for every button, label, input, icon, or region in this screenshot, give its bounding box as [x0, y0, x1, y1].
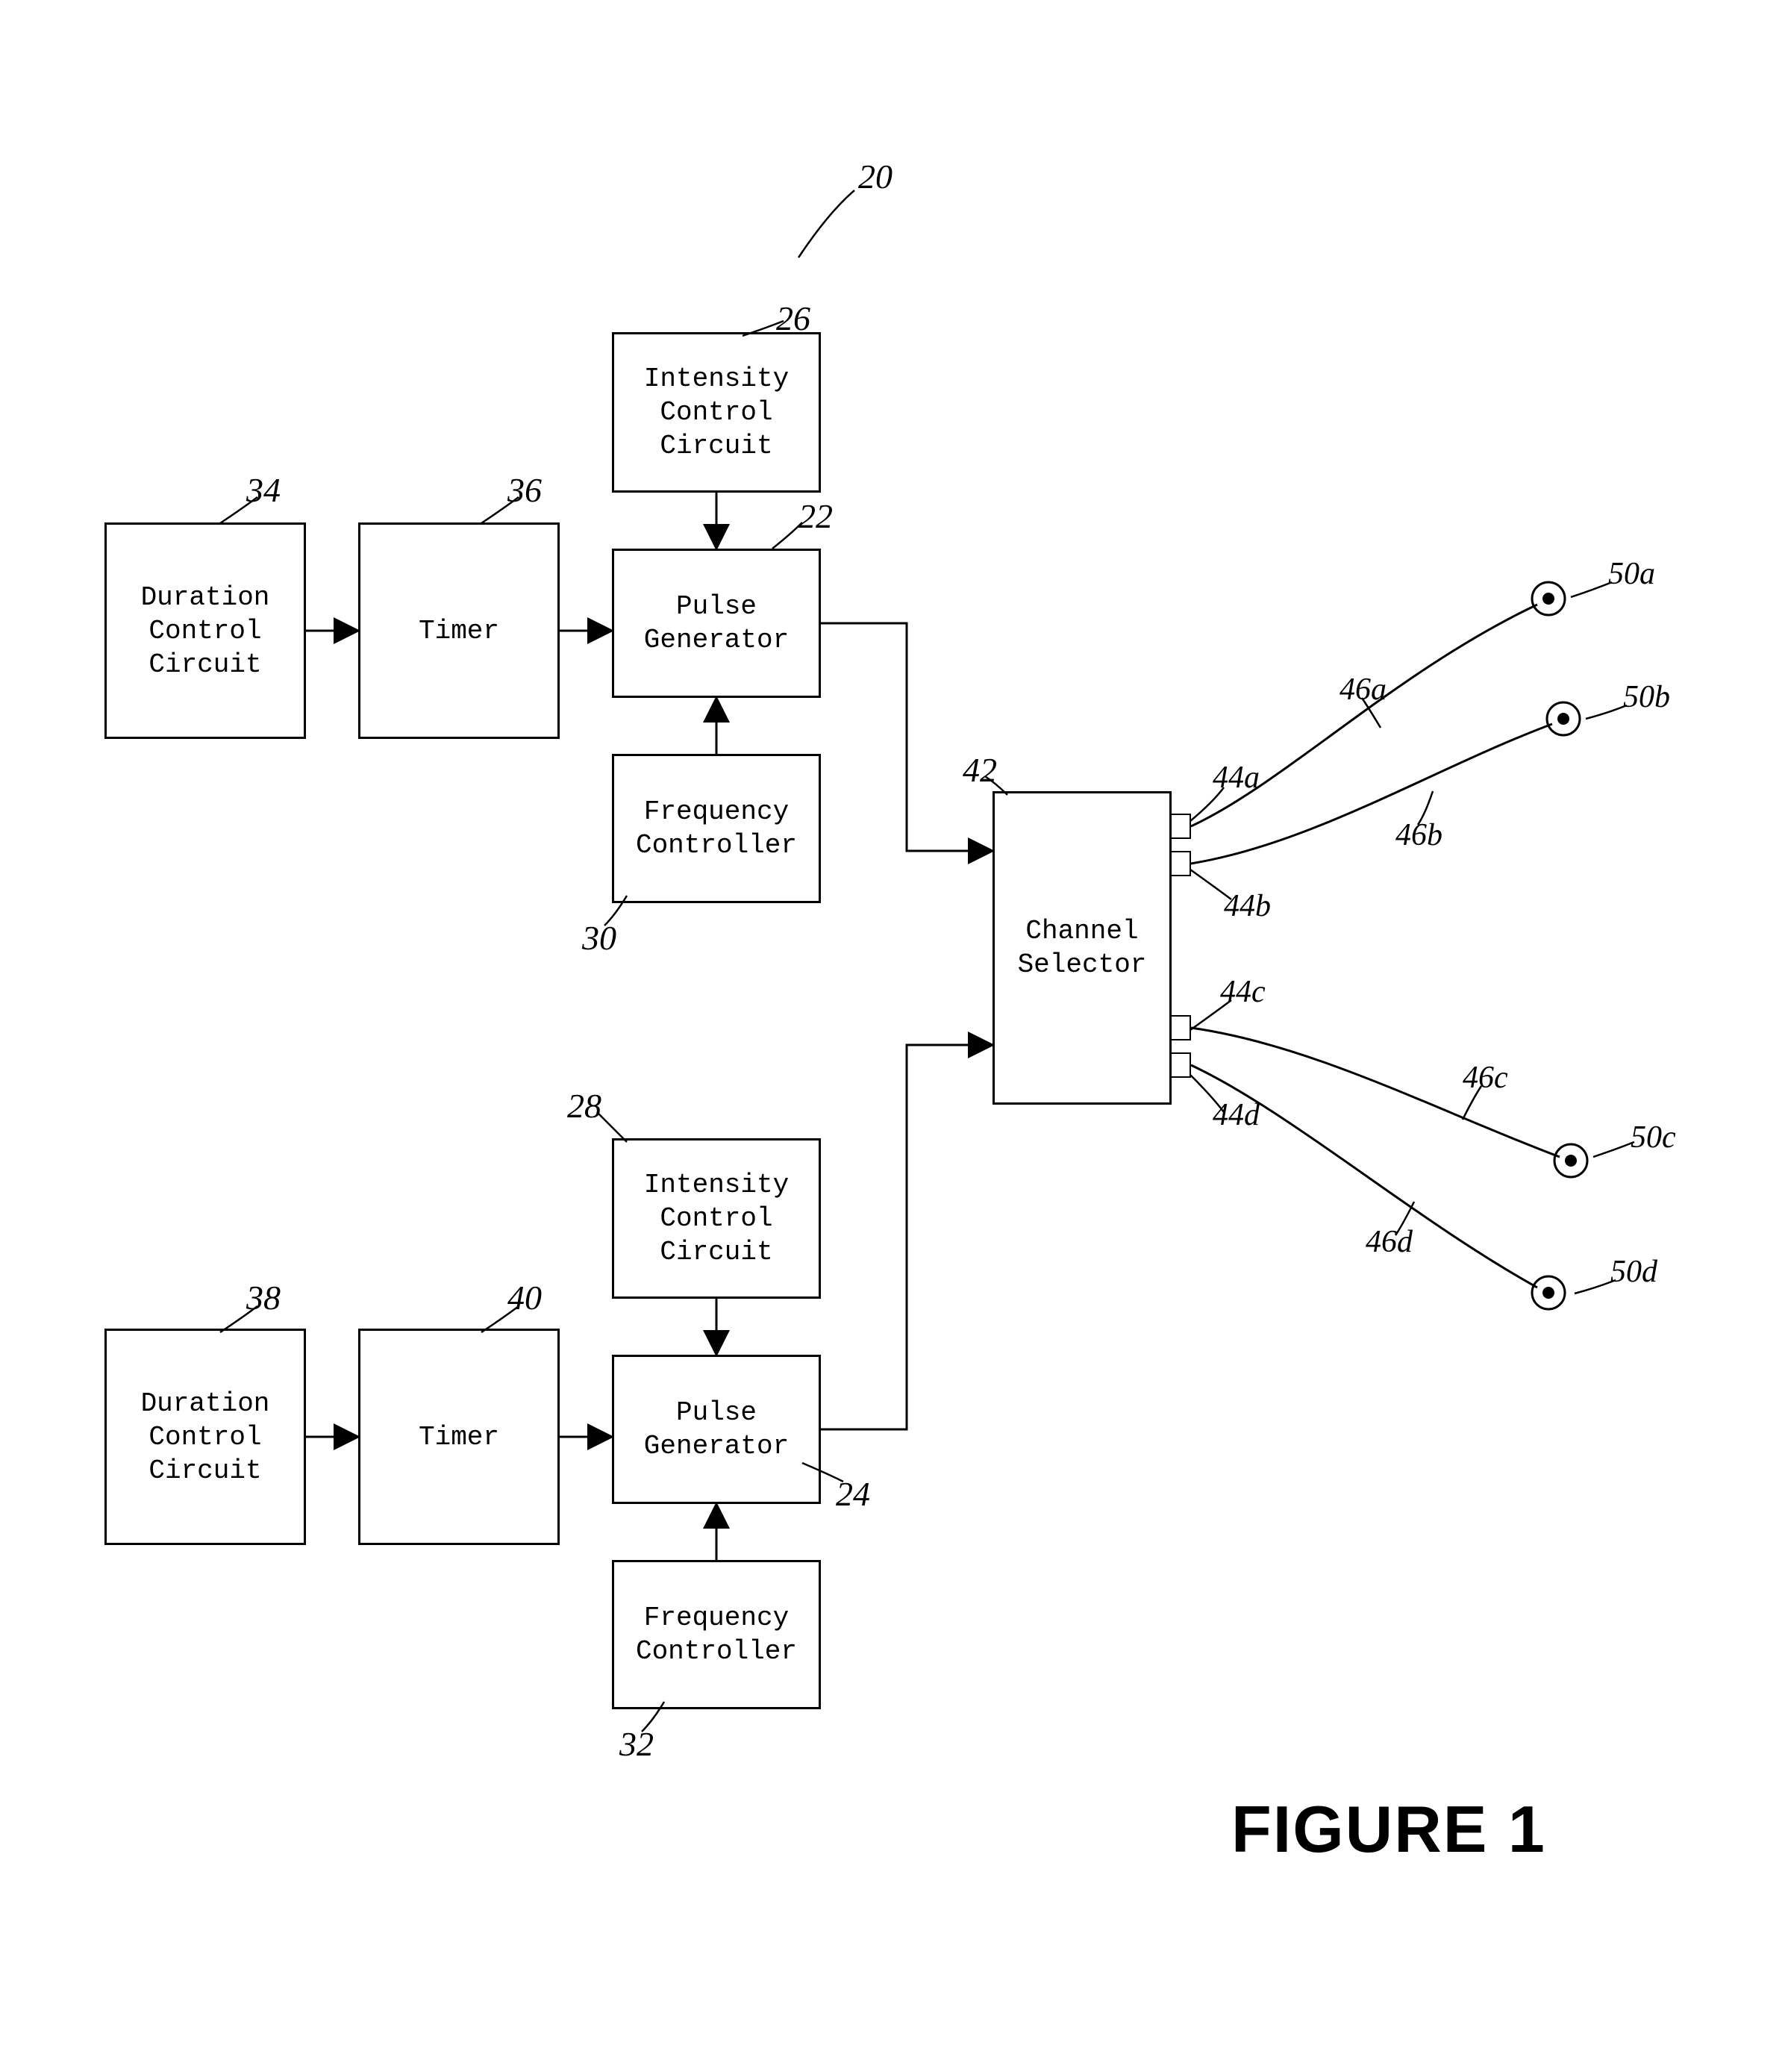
block-diagram: 20 Duration Control Circuit 34 Timer 36 …: [0, 0, 1788, 2072]
figure-label: FIGURE 1: [1231, 1791, 1546, 1867]
leader-50a: [1571, 582, 1612, 597]
leader-50b: [1586, 705, 1627, 719]
leader-50c: [1593, 1142, 1634, 1157]
leader-50d: [1575, 1280, 1616, 1294]
